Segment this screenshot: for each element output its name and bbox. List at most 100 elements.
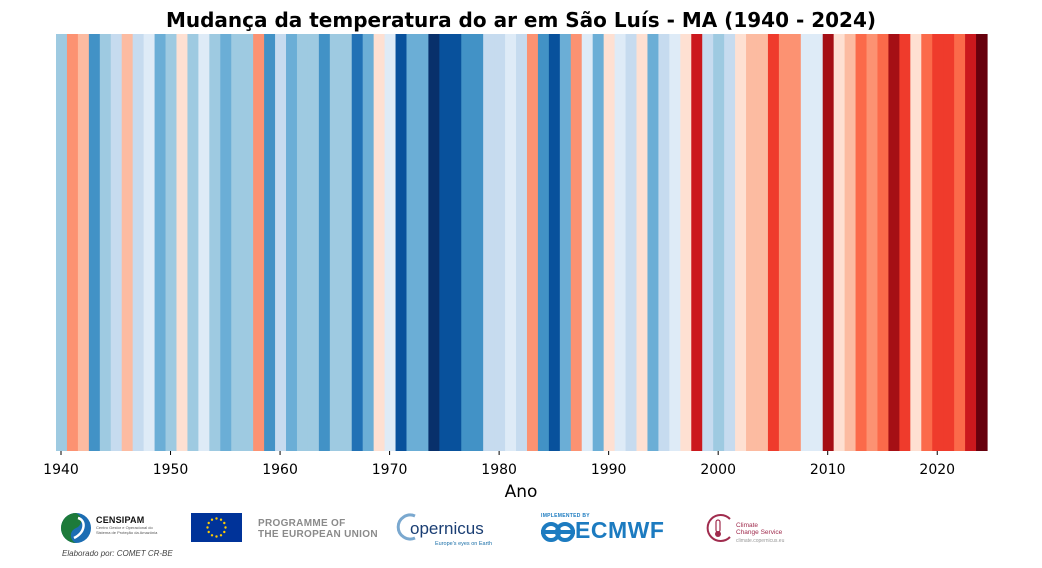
- censipam-subtitle: Centro Gestor e Operacional do Sistema d…: [96, 525, 158, 535]
- eu-star: [207, 521, 210, 525]
- stripe-2018: [910, 34, 922, 451]
- stripe-1981: [505, 34, 517, 451]
- stripe-2001: [724, 34, 736, 451]
- warming-stripes-chart: 1940 1950 1960 1970 1980 1990 2000 2010 2020 Ano: [43, 34, 988, 502]
- stripe-2003: [746, 34, 758, 451]
- stripe-1958: [253, 34, 265, 451]
- stripe-2012: [844, 34, 857, 451]
- x-axis: 1940 1950 1960 1970 1980 1990 2000 2010 2020: [43, 451, 955, 478]
- stripe-2021: [943, 34, 955, 451]
- stripe-2013: [855, 34, 868, 451]
- stripe-1941: [66, 34, 79, 451]
- c3s-name-line2: Change Service: [736, 529, 783, 536]
- stripe-1976: [450, 34, 462, 451]
- eu-programme-line2: THE EUROPEAN UNION: [258, 529, 378, 540]
- ecmwf-symbol-icon: [541, 522, 575, 542]
- eu-star: [219, 534, 223, 537]
- eu-star: [224, 526, 227, 529]
- stripe-1993: [636, 34, 649, 451]
- stripe-1942: [77, 34, 90, 451]
- censipam-name: CENSIPAM: [96, 515, 145, 525]
- stripe-1959: [264, 34, 276, 451]
- ecmwf-logo: IMPLEMENTED BY ECMWF: [541, 513, 681, 545]
- stripe-1970: [384, 34, 397, 451]
- x-tick-label-1950: 1950: [153, 462, 189, 478]
- stripe-1972: [406, 34, 419, 451]
- stripe-1975: [439, 34, 451, 451]
- x-tick-label-1960: 1960: [262, 462, 298, 478]
- eu-star: [215, 535, 218, 538]
- x-tick-label-1980: 1980: [481, 462, 517, 478]
- stripe-1982: [516, 34, 528, 451]
- stripe-1946: [121, 34, 134, 451]
- x-tick-label-1970: 1970: [372, 462, 408, 478]
- stripe-1990: [603, 34, 616, 451]
- c3s-logo: Climate Change Service climate.copernicu…: [702, 513, 802, 545]
- stripe-1992: [625, 34, 638, 451]
- stripe-1950: [165, 34, 178, 451]
- stripe-1955: [220, 34, 232, 451]
- stripe-1989: [592, 34, 605, 451]
- stripe-2000: [713, 34, 725, 451]
- stripe-1987: [570, 34, 583, 451]
- stripe-2022: [954, 34, 966, 451]
- eu-star: [219, 518, 223, 521]
- stripe-1978: [472, 34, 484, 451]
- stripe-1974: [428, 34, 440, 451]
- stripe-2004: [756, 34, 769, 451]
- stripe-2009: [811, 34, 824, 451]
- stripe-2020: [932, 34, 944, 451]
- stripe-1951: [176, 34, 189, 451]
- c3s-url: climate.copernicus.eu: [736, 538, 785, 544]
- eu-programme-line1: PROGRAMME OF: [258, 518, 346, 529]
- stripe-1965: [329, 34, 342, 451]
- eu-star: [210, 518, 214, 521]
- stripe-1984: [537, 34, 550, 451]
- x-axis-label: Ano: [505, 482, 538, 502]
- eu-star: [206, 526, 209, 529]
- stripe-2011: [833, 34, 846, 451]
- x-tick-label-2000: 2000: [700, 462, 736, 478]
- stripe-1971: [395, 34, 408, 451]
- stripe-1961: [286, 34, 298, 451]
- stripe-2015: [877, 34, 890, 451]
- stripe-1999: [702, 34, 714, 451]
- stripe-2002: [735, 34, 747, 451]
- stripe-1957: [242, 34, 254, 451]
- ecmwf-name: ECMWF: [575, 517, 665, 543]
- stripe-1985: [548, 34, 561, 451]
- copernicus-tagline: Europe's eyes on Earth: [435, 541, 493, 547]
- stripe-1997: [680, 34, 692, 451]
- stripe-1962: [296, 34, 309, 451]
- stripe-1983: [526, 34, 539, 451]
- stripe-1994: [647, 34, 660, 451]
- eu-flag-logo: [191, 513, 242, 546]
- x-tick-label-1940: 1940: [43, 462, 79, 478]
- copernicus-name: opernicus: [410, 519, 484, 538]
- stripe-2007: [789, 34, 802, 451]
- x-tick-label-2020: 2020: [919, 462, 955, 478]
- stripe-1956: [231, 34, 243, 451]
- stripe-1988: [581, 34, 594, 451]
- stripe-1945: [110, 34, 123, 451]
- stripe-1986: [559, 34, 572, 451]
- stripe-2016: [888, 34, 900, 451]
- stripe-1998: [691, 34, 703, 451]
- stripe-1977: [461, 34, 473, 451]
- stripe-2014: [866, 34, 879, 451]
- thermometer-icon: [706, 514, 731, 542]
- eu-flag-icon: [191, 513, 242, 542]
- stripe-1949: [154, 34, 167, 451]
- stripe-1967: [351, 34, 364, 451]
- stripes-group: [56, 34, 988, 451]
- stripe-1963: [307, 34, 320, 451]
- stripe-2006: [778, 34, 791, 451]
- stripe-1995: [658, 34, 670, 451]
- stripe-2008: [800, 34, 813, 451]
- stripe-2019: [921, 34, 933, 451]
- stripe-1948: [143, 34, 156, 451]
- stripe-1944: [99, 34, 112, 451]
- stripe-1980: [494, 34, 506, 451]
- stripe-1954: [209, 34, 221, 451]
- stripe-1969: [373, 34, 386, 451]
